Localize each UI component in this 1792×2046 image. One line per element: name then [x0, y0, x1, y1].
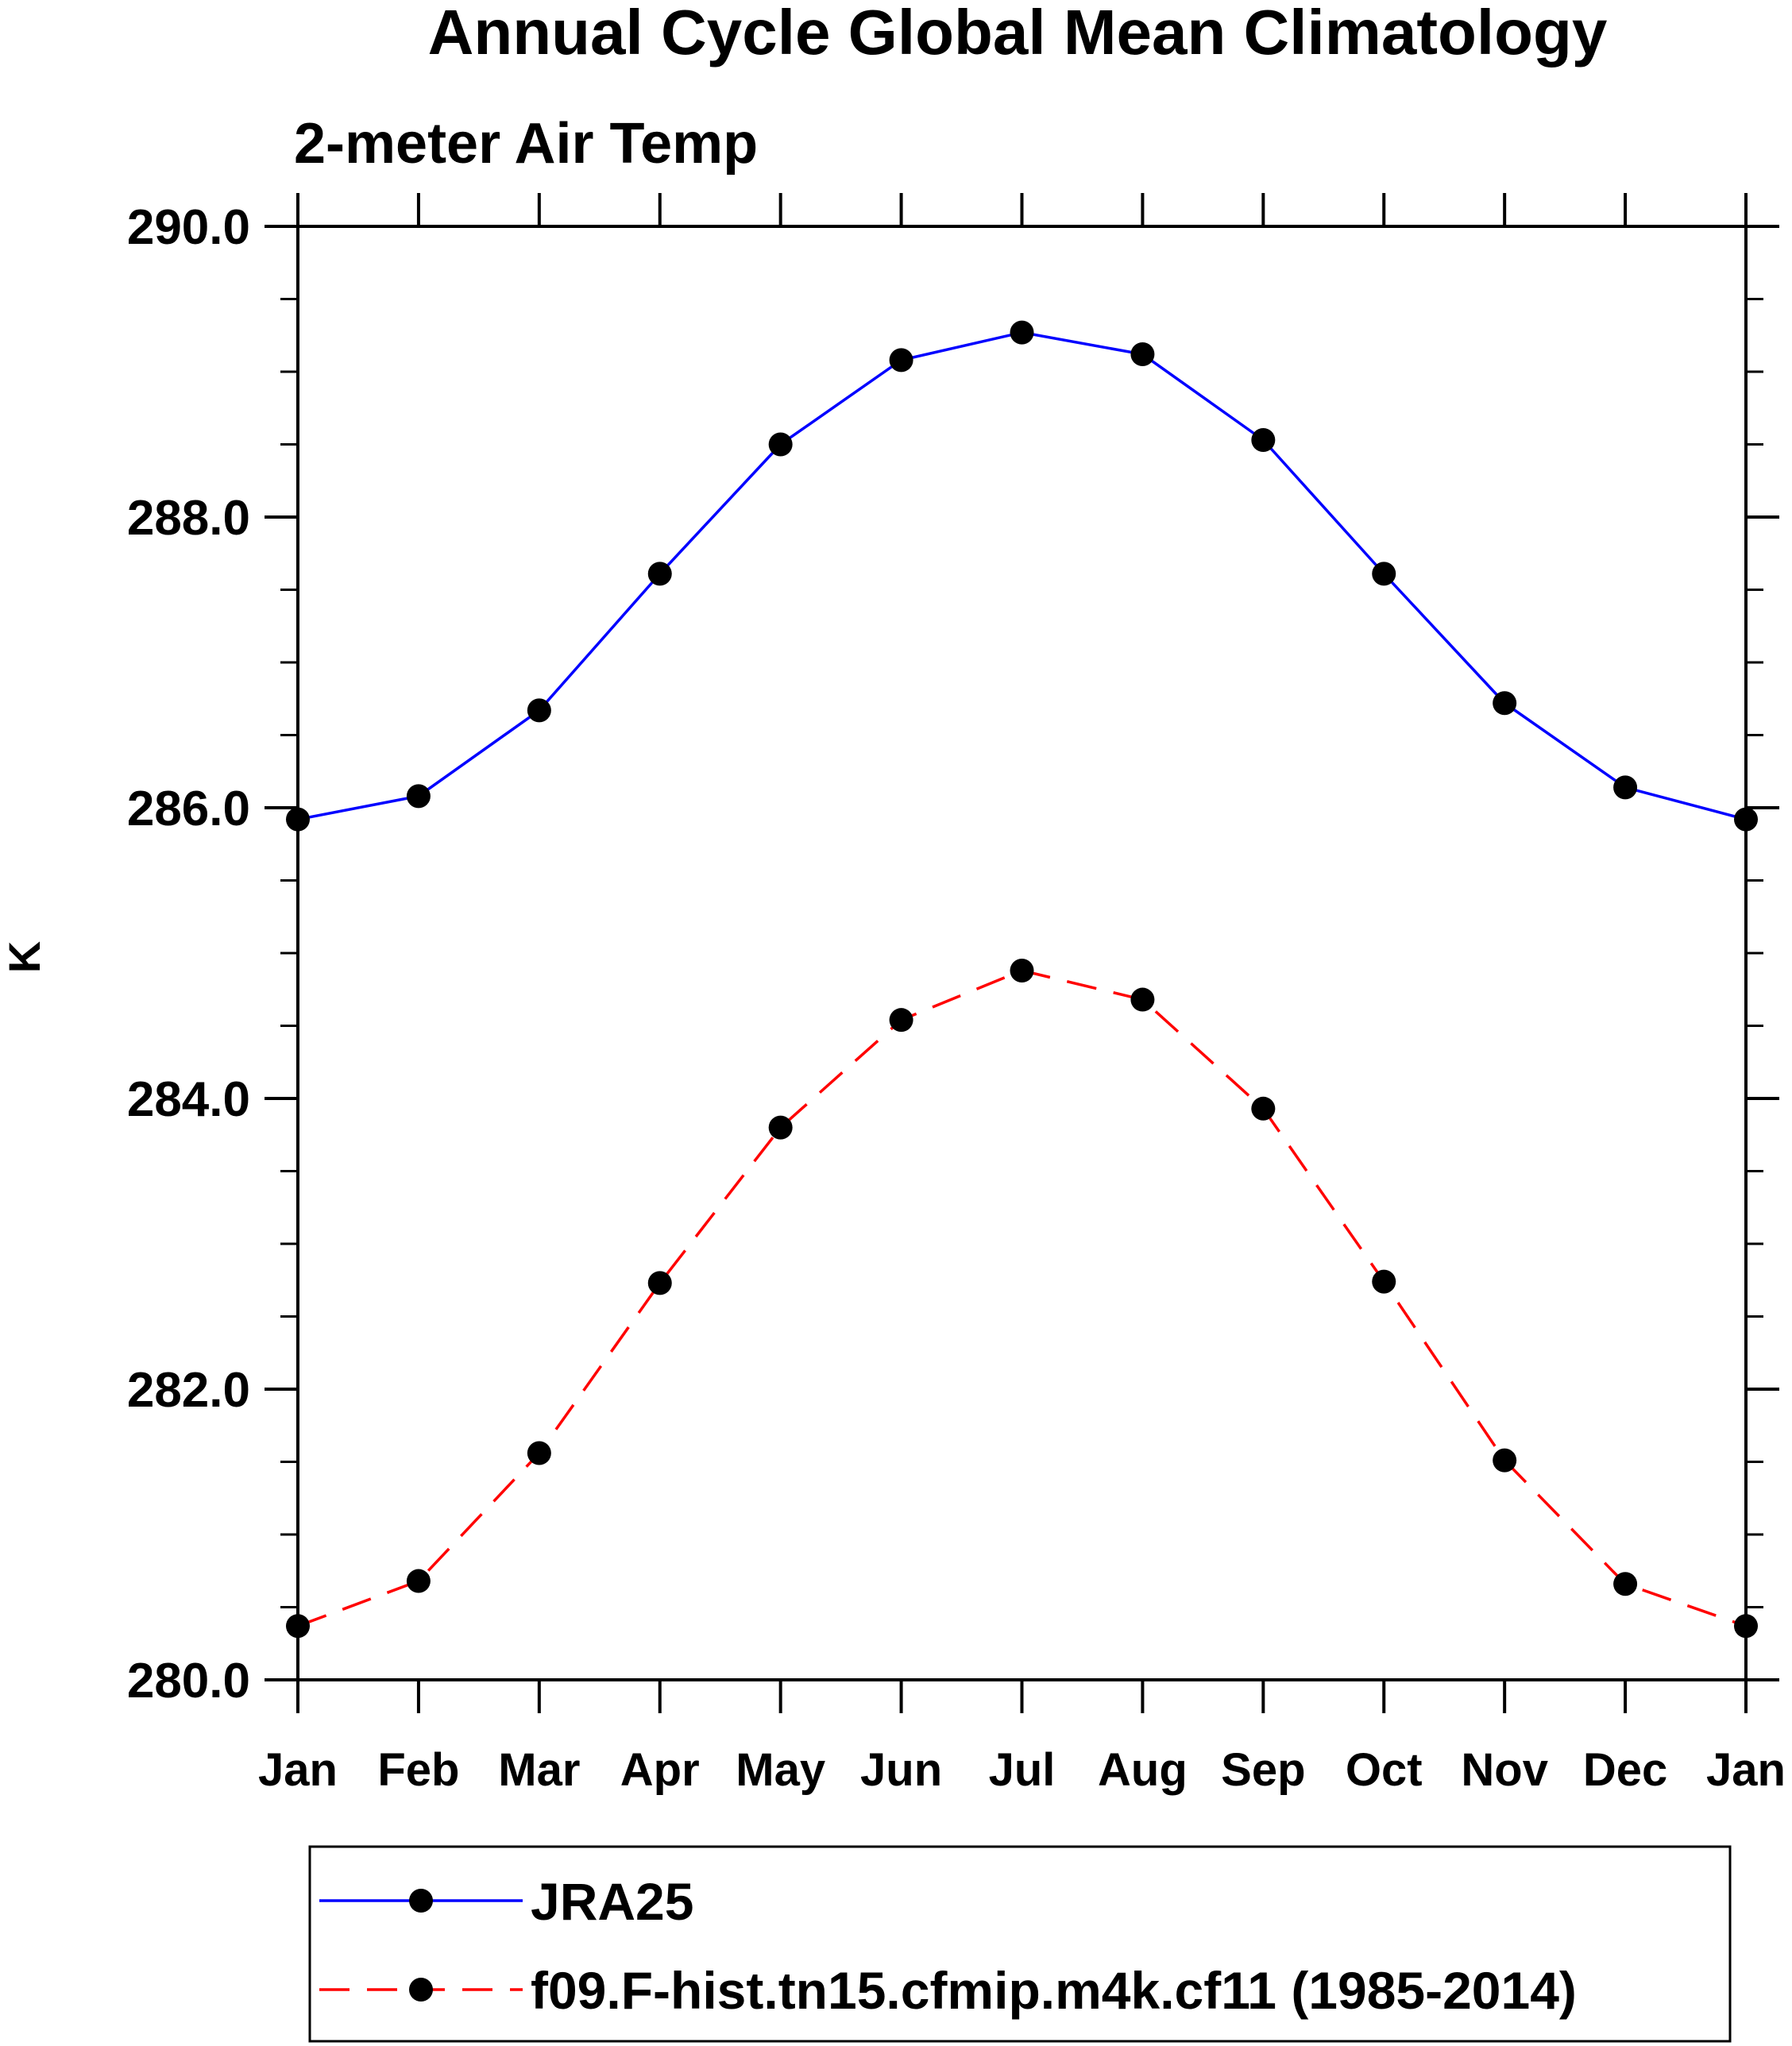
data-point: [406, 1569, 431, 1593]
y-tick-label: 282.0: [127, 1363, 250, 1418]
y-tick-labels: 280.0 282.0 284.0 286.0 288.0 290.0: [127, 200, 250, 1708]
data-point: [527, 1441, 551, 1465]
y-tick-label: 286.0: [127, 782, 250, 836]
y-tick-label: 284.0: [127, 1072, 250, 1127]
data-point: [1613, 1572, 1638, 1596]
x-tick-label: Mar: [498, 1744, 580, 1796]
x-tick-label: Jan: [1706, 1744, 1786, 1796]
data-point: [1493, 691, 1517, 716]
data-point: [1251, 1096, 1276, 1121]
data-point: [1010, 320, 1034, 345]
data-point: [647, 1271, 672, 1295]
x-tick-label: Jan: [258, 1744, 338, 1796]
series-line-0: [297, 330, 1747, 821]
data-point: [527, 698, 551, 723]
chart-subtitle: 2-meter Air Temp: [294, 112, 758, 176]
x-tick-label: Feb: [377, 1744, 459, 1796]
y-tick-label: 280.0: [127, 1654, 250, 1708]
data-point: [1372, 1269, 1396, 1294]
data-point: [1251, 428, 1276, 453]
data-point: [889, 348, 913, 373]
plot-frame: [296, 225, 1748, 1681]
y-tick-label: 290.0: [127, 200, 250, 255]
x-tick-label: Apr: [620, 1744, 700, 1796]
x-tick-label: Jun: [860, 1744, 942, 1796]
data-point: [768, 432, 793, 457]
y-tick-label: 288.0: [127, 491, 250, 546]
legend-box: [308, 1845, 1732, 2043]
data-point: [1010, 958, 1034, 982]
data-point: [1130, 342, 1155, 367]
x-tick-label: Dec: [1583, 1744, 1667, 1796]
data-point: [1130, 987, 1155, 1012]
x-tick-label: Aug: [1098, 1744, 1188, 1796]
legend-label-0: JRA25: [531, 1872, 693, 1931]
legend-marker-0: [409, 1889, 433, 1913]
x-tick-labels: Jan Feb Mar Apr May Jun Jul Aug Sep Oct Nov Dec Jan: [258, 1744, 1786, 1796]
axis-ticks: [265, 193, 1779, 1713]
legend-marker-1: [409, 1978, 433, 2002]
data-point: [768, 1115, 793, 1140]
data-point: [1613, 775, 1638, 800]
x-tick-label: May: [736, 1744, 825, 1796]
data-point: [1493, 1448, 1517, 1473]
x-tick-label: Nov: [1461, 1744, 1548, 1796]
x-tick-label: Sep: [1221, 1744, 1305, 1796]
x-tick-label: Oct: [1346, 1744, 1423, 1796]
data-point: [406, 784, 431, 809]
x-tick-label: Jul: [989, 1744, 1056, 1796]
legend-label-1: f09.F-hist.tn15.cfmip.m4k.cf11 (1985-201…: [531, 1961, 1577, 2020]
series-line-1: [297, 969, 1747, 1627]
data-point: [889, 1008, 913, 1033]
chart-title: Annual Cycle Global Mean Climatology: [428, 0, 1608, 68]
legend: JRA25 f09.F-hist.tn15.cfmip.m4k.cf11 (198…: [308, 1845, 1732, 2043]
series-layer: [286, 320, 1758, 1639]
data-point: [1372, 562, 1396, 586]
y-axis-label: K: [0, 941, 49, 973]
data-point: [647, 562, 672, 586]
